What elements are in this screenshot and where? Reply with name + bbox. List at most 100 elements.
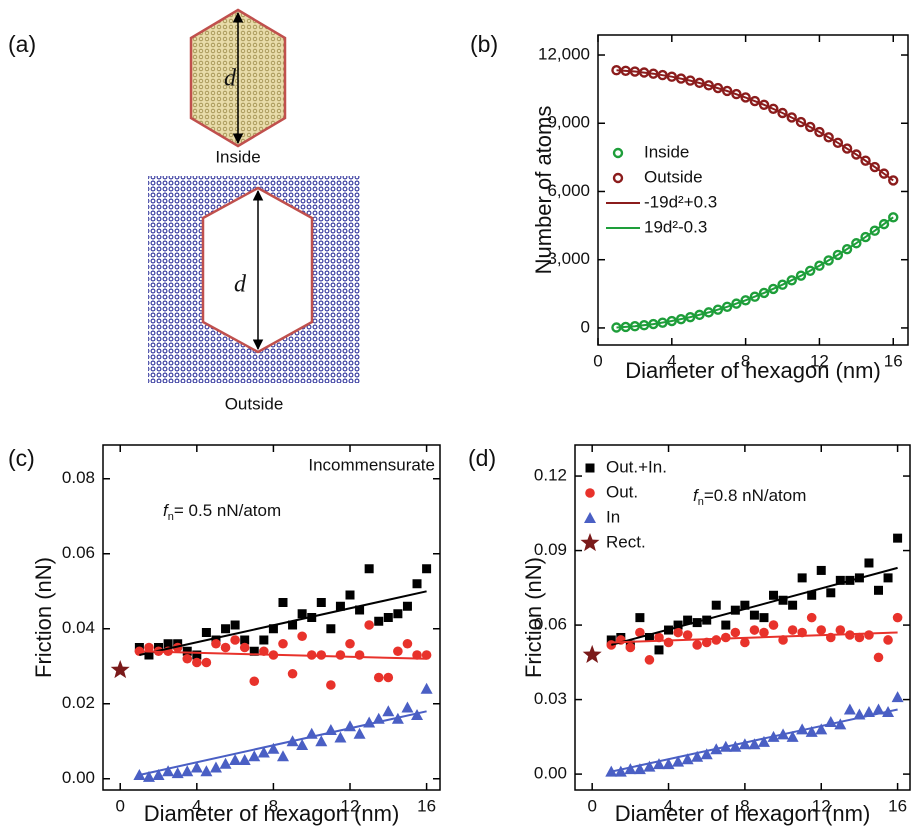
point — [797, 573, 807, 583]
point — [864, 558, 874, 568]
legend-label: 19d²-0.3 — [644, 217, 707, 236]
point — [888, 175, 899, 186]
point — [144, 650, 154, 660]
x-tick-label: 12 — [810, 351, 829, 370]
point — [673, 620, 683, 630]
point — [883, 635, 893, 645]
point — [345, 590, 355, 600]
point — [712, 82, 724, 94]
y-tick-label: 0.02 — [62, 693, 95, 712]
point — [296, 739, 309, 750]
legend-label: In — [606, 507, 620, 526]
point — [805, 725, 818, 737]
point — [806, 612, 817, 623]
chart: (b) 0 4 8 12 16 0 3,000 6,000 9,000 12,000 Diameter… — [470, 31, 909, 383]
point — [239, 642, 250, 653]
point — [711, 600, 721, 610]
point — [182, 653, 193, 664]
point — [768, 620, 779, 630]
point — [606, 635, 616, 645]
point — [276, 750, 289, 762]
y-axis-title: Friction (nN) — [521, 557, 546, 678]
x-tick-label: 4 — [192, 796, 201, 815]
x-tick-label: 0 — [115, 796, 124, 815]
point — [248, 750, 261, 762]
point — [823, 255, 834, 266]
point — [860, 231, 871, 243]
point — [190, 761, 203, 773]
point — [878, 218, 890, 230]
panel-a: (a) d Inside d Outside — [8, 8, 360, 413]
y-tick-label: 0.04 — [62, 618, 95, 637]
point — [748, 738, 761, 750]
y-tick-label: 0.12 — [534, 466, 567, 485]
d-label: d — [224, 66, 237, 92]
point — [182, 646, 192, 656]
condition-part: f — [693, 486, 700, 505]
point — [663, 637, 674, 648]
point — [412, 650, 422, 660]
point — [374, 616, 384, 626]
point — [777, 279, 788, 290]
point — [872, 703, 885, 715]
point — [851, 149, 862, 160]
point — [700, 748, 713, 760]
point — [816, 565, 826, 575]
legend-marker — [612, 147, 624, 159]
point — [841, 243, 853, 255]
point — [721, 301, 733, 312]
point — [267, 742, 280, 754]
x-axis-title: Diameter of hexagon (nm) — [615, 801, 871, 826]
point — [249, 646, 259, 656]
legend-label: -19d²+0.3 — [644, 192, 717, 211]
point — [142, 770, 155, 782]
point — [355, 605, 365, 615]
y-tick-label: 0.08 — [62, 468, 95, 487]
point — [259, 635, 269, 645]
point — [795, 270, 807, 281]
point — [788, 600, 798, 610]
point — [163, 639, 173, 649]
point — [152, 769, 165, 780]
point — [171, 767, 184, 779]
point — [422, 564, 432, 574]
d-label: d — [234, 272, 247, 298]
point — [335, 650, 346, 660]
point — [740, 92, 751, 103]
fit-line — [139, 590, 427, 656]
point — [758, 99, 770, 111]
point — [826, 588, 836, 598]
point — [229, 754, 242, 765]
point — [814, 126, 825, 138]
point — [720, 632, 731, 643]
point — [835, 625, 846, 635]
point — [401, 701, 414, 713]
point — [893, 533, 903, 543]
point — [335, 601, 345, 611]
point — [749, 625, 760, 635]
y-tick-label: 12,000 — [538, 44, 590, 63]
point — [869, 161, 880, 173]
point — [740, 295, 751, 306]
point — [211, 638, 221, 649]
point — [181, 765, 194, 777]
point — [758, 287, 770, 299]
point — [777, 107, 788, 119]
plot-frame — [102, 444, 441, 791]
point — [841, 143, 853, 154]
point — [268, 624, 278, 634]
fit-line — [611, 708, 898, 773]
point — [110, 660, 130, 679]
point — [326, 624, 336, 634]
point — [644, 655, 655, 665]
y-axis-title: Friction (nN) — [31, 557, 56, 678]
fit-line — [616, 69, 894, 182]
point — [364, 564, 374, 574]
legend-label: Rect. — [606, 532, 646, 551]
point — [162, 765, 175, 777]
annotation: Incommensurate — [308, 455, 435, 474]
x-tick-label: 16 — [888, 796, 907, 815]
point — [892, 612, 903, 623]
point — [878, 168, 890, 179]
point — [402, 601, 412, 611]
